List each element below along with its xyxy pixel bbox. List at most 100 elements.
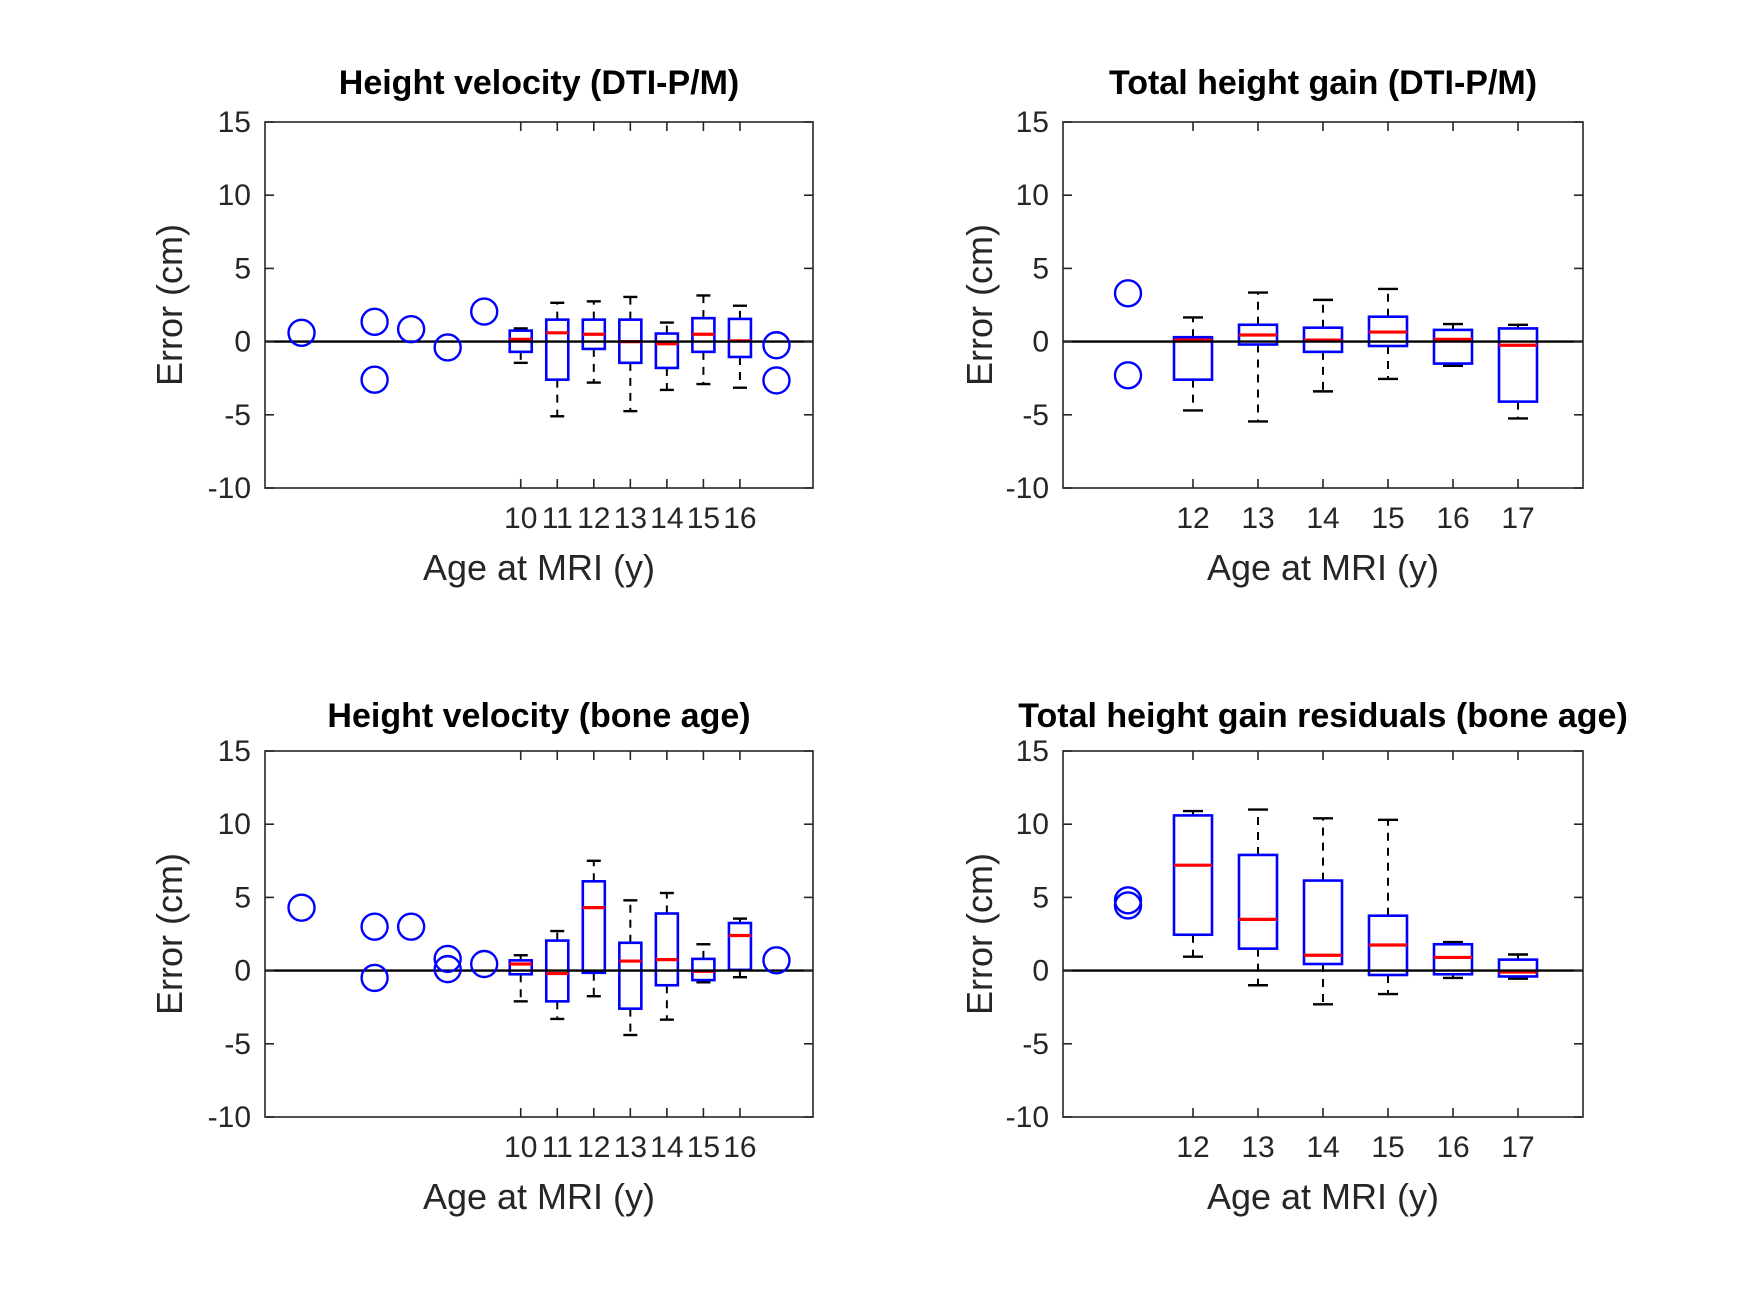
data-point-circle bbox=[762, 946, 791, 975]
box bbox=[1237, 853, 1279, 950]
box bbox=[1237, 323, 1279, 346]
x-tick-label: 15 bbox=[1371, 502, 1404, 535]
x-axis-label: Age at MRI (y) bbox=[1206, 1176, 1440, 1217]
data-point-circle bbox=[433, 944, 462, 974]
box bbox=[618, 941, 643, 1010]
box bbox=[727, 317, 753, 359]
box bbox=[1497, 327, 1539, 403]
data-point-circle bbox=[762, 366, 791, 395]
data-point-circle bbox=[470, 949, 499, 979]
x-tick-label: 13 bbox=[614, 1131, 647, 1164]
y-tick-label: -5 bbox=[1022, 399, 1049, 432]
box bbox=[1302, 326, 1344, 354]
box bbox=[691, 957, 716, 982]
y-tick-label: 5 bbox=[1032, 252, 1049, 285]
y-tick-label: -10 bbox=[208, 1101, 251, 1134]
x-axis-label: Age at MRI (y) bbox=[422, 547, 656, 588]
y-tick-label: 5 bbox=[234, 881, 251, 914]
y-tick-label: -10 bbox=[1006, 1101, 1049, 1134]
box bbox=[581, 318, 607, 351]
x-tick-label: 16 bbox=[723, 1131, 756, 1164]
plot-title: Height velocity (bone age) bbox=[327, 697, 751, 735]
x-tick-label: 14 bbox=[1306, 1131, 1339, 1164]
y-tick-label: 15 bbox=[1016, 106, 1049, 139]
data-point-circle bbox=[287, 318, 316, 348]
y-tick-label: -10 bbox=[1006, 472, 1049, 505]
axes-frame bbox=[1062, 121, 1584, 489]
data-point-circle bbox=[762, 331, 791, 360]
box bbox=[581, 879, 607, 975]
box bbox=[544, 939, 570, 1003]
data-point-circle bbox=[396, 314, 426, 344]
x-tick-label: 10 bbox=[504, 1131, 537, 1164]
x-tick-label: 14 bbox=[1306, 502, 1339, 535]
box bbox=[1172, 814, 1214, 937]
axes-frame bbox=[264, 750, 814, 1118]
y-axis-label: Error (cm) bbox=[149, 224, 190, 386]
data-point-circle bbox=[360, 365, 389, 394]
data-point-circle bbox=[1113, 891, 1143, 920]
axes-frame bbox=[264, 121, 814, 489]
box bbox=[727, 921, 753, 972]
plot-title: Total height gain residuals (bone age) bbox=[1018, 697, 1628, 735]
x-axis-label: Age at MRI (y) bbox=[422, 1176, 656, 1217]
x-tick-label: 14 bbox=[650, 502, 683, 535]
data-point-circle bbox=[1113, 886, 1143, 915]
box bbox=[1497, 958, 1539, 978]
x-tick-label: 16 bbox=[1436, 1131, 1469, 1164]
box bbox=[1432, 942, 1474, 976]
data-point-circle bbox=[470, 297, 499, 326]
y-tick-label: 0 bbox=[234, 955, 251, 988]
x-tick-label: 11 bbox=[542, 1131, 573, 1164]
x-tick-label: 15 bbox=[687, 1131, 720, 1164]
y-tick-label: 0 bbox=[1032, 955, 1049, 988]
plot-title: Total height gain (DTI-P/M) bbox=[1108, 64, 1538, 102]
x-tick-label: 12 bbox=[1176, 502, 1209, 535]
y-tick-label: 10 bbox=[1016, 808, 1049, 841]
y-tick-label: 15 bbox=[218, 106, 251, 139]
x-tick-label: 12 bbox=[577, 502, 610, 535]
x-tick-label: 14 bbox=[650, 1131, 683, 1164]
axes-frame bbox=[1062, 750, 1584, 1118]
y-tick-label: -10 bbox=[208, 472, 251, 505]
x-tick-label: 10 bbox=[504, 502, 537, 535]
box bbox=[654, 912, 680, 987]
data-point-circle bbox=[360, 307, 389, 337]
y-tick-label: 10 bbox=[218, 808, 251, 841]
x-tick-label: 13 bbox=[1241, 502, 1274, 535]
box bbox=[1367, 914, 1409, 977]
box bbox=[1302, 879, 1344, 966]
y-tick-label: -5 bbox=[224, 1028, 251, 1061]
box bbox=[618, 318, 643, 365]
box bbox=[1172, 335, 1214, 381]
box bbox=[1367, 315, 1409, 348]
y-tick-label: -5 bbox=[224, 399, 251, 432]
y-tick-label: 5 bbox=[234, 252, 251, 285]
x-tick-label: 15 bbox=[687, 502, 720, 535]
box bbox=[508, 329, 534, 354]
data-point-circle bbox=[433, 333, 462, 362]
box bbox=[1432, 328, 1474, 365]
x-tick-label: 16 bbox=[723, 502, 756, 535]
x-tick-label: 16 bbox=[1436, 502, 1469, 535]
x-axis-label: Age at MRI (y) bbox=[1206, 547, 1440, 588]
y-tick-label: 10 bbox=[218, 179, 251, 212]
box bbox=[508, 959, 534, 976]
plot-title: Height velocity (DTI-P/M) bbox=[338, 64, 740, 102]
x-tick-label: 15 bbox=[1371, 1131, 1404, 1164]
data-point-circle bbox=[1113, 279, 1143, 308]
x-tick-label: 11 bbox=[542, 502, 573, 535]
y-tick-label: 0 bbox=[234, 326, 251, 359]
data-point-circle bbox=[396, 912, 426, 941]
data-point-circle bbox=[433, 954, 462, 984]
data-point-circle bbox=[360, 912, 389, 941]
y-tick-label: -5 bbox=[1022, 1028, 1049, 1061]
x-tick-label: 13 bbox=[614, 502, 647, 535]
box bbox=[691, 316, 716, 354]
